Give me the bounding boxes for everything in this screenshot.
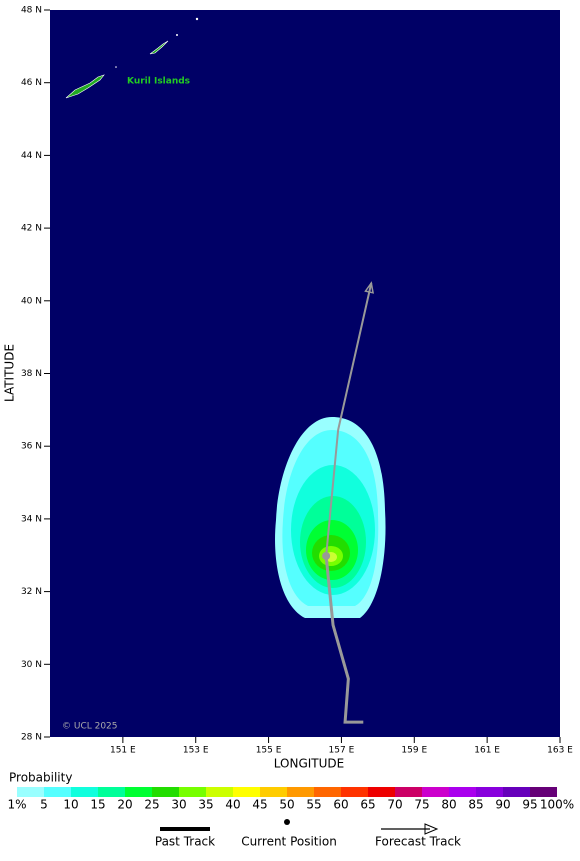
scale-swatch xyxy=(530,787,557,797)
y-axis-label: LATITUDE xyxy=(3,344,17,402)
scale-swatch xyxy=(287,787,314,797)
forecast-arrow xyxy=(364,281,375,294)
y-tick-label: 30 N xyxy=(21,660,42,670)
y-tick-label: 44 N xyxy=(21,151,42,161)
scale-swatch xyxy=(179,787,206,797)
current-position xyxy=(322,551,331,560)
scale-swatch xyxy=(44,787,71,797)
scale-swatch xyxy=(476,787,503,797)
forecast-track xyxy=(325,282,373,557)
past-track xyxy=(324,555,364,724)
x-tick-label: 161 E xyxy=(474,746,500,756)
y-tick-label: 38 N xyxy=(21,369,42,379)
scale-swatch xyxy=(206,787,233,797)
y-tick-label: 48 N xyxy=(21,6,42,16)
scale-swatch xyxy=(233,787,260,797)
scale-label: 40 xyxy=(225,798,240,812)
scale-label: 30 xyxy=(171,798,186,812)
x-tick-label: 155 E xyxy=(256,746,282,756)
scale-label: 55 xyxy=(306,798,321,812)
scale-label: 95 xyxy=(522,798,537,812)
scale-label: 100% xyxy=(540,798,574,812)
island xyxy=(149,40,169,55)
x-tick-label: 159 E xyxy=(401,746,427,756)
y-tick-label: 34 N xyxy=(21,514,42,524)
scale-label: 1% xyxy=(7,798,26,812)
scale-swatch xyxy=(314,787,341,797)
y-tick-label: 40 N xyxy=(21,296,42,306)
island xyxy=(195,17,199,21)
scale-swatch xyxy=(260,787,287,797)
scale-swatch xyxy=(395,787,422,797)
scale-swatch xyxy=(503,787,530,797)
scale-swatch xyxy=(71,787,98,797)
scale-title: Probability xyxy=(9,771,72,785)
scale-label: 15 xyxy=(90,798,105,812)
x-tick-label: 153 E xyxy=(183,746,209,756)
y-tick-label: 46 N xyxy=(21,78,42,88)
legend-label: Forecast Track xyxy=(375,835,461,849)
x-tick-label: 151 E xyxy=(110,746,136,756)
y-tick-label: 36 N xyxy=(21,442,42,452)
scale-label: 90 xyxy=(495,798,510,812)
scale-label: 85 xyxy=(468,798,483,812)
scale-label: 10 xyxy=(63,798,78,812)
scale-label: 5 xyxy=(40,798,48,812)
scale-label: 60 xyxy=(333,798,348,812)
scale-swatch xyxy=(98,787,125,797)
legend-label: Past Track xyxy=(155,835,215,849)
scale-swatch xyxy=(422,787,449,797)
y-tick-label: 32 N xyxy=(21,587,42,597)
y-tick-label: 28 N xyxy=(21,733,42,743)
island xyxy=(115,66,117,68)
scale-swatch xyxy=(17,787,44,797)
scale-swatch xyxy=(125,787,152,797)
scale-label: 20 xyxy=(117,798,132,812)
island xyxy=(176,34,178,36)
legend-label: Current Position xyxy=(241,835,337,849)
forecast-track-key xyxy=(424,823,439,835)
x-tick-label: 163 E xyxy=(547,746,573,756)
island xyxy=(65,74,105,99)
place-label: Kuril Islands xyxy=(127,77,190,87)
x-axis-label: LONGITUDE xyxy=(274,757,344,771)
scale-label: 75 xyxy=(414,798,429,812)
scale-swatch xyxy=(152,787,179,797)
y-tick-label: 42 N xyxy=(21,224,42,234)
scale-swatch xyxy=(368,787,395,797)
scale-swatch xyxy=(449,787,476,797)
scale-swatch xyxy=(341,787,368,797)
scale-label: 45 xyxy=(252,798,267,812)
scale-label: 80 xyxy=(441,798,456,812)
current-position-key xyxy=(284,819,290,825)
scale-label: 25 xyxy=(144,798,159,812)
credit: © UCL 2025 xyxy=(62,722,118,732)
scale-label: 35 xyxy=(198,798,213,812)
ocean xyxy=(50,10,560,737)
scale-label: 50 xyxy=(279,798,294,812)
scale-label: 65 xyxy=(360,798,375,812)
x-tick-label: 157 E xyxy=(329,746,355,756)
scale-label: 70 xyxy=(387,798,402,812)
